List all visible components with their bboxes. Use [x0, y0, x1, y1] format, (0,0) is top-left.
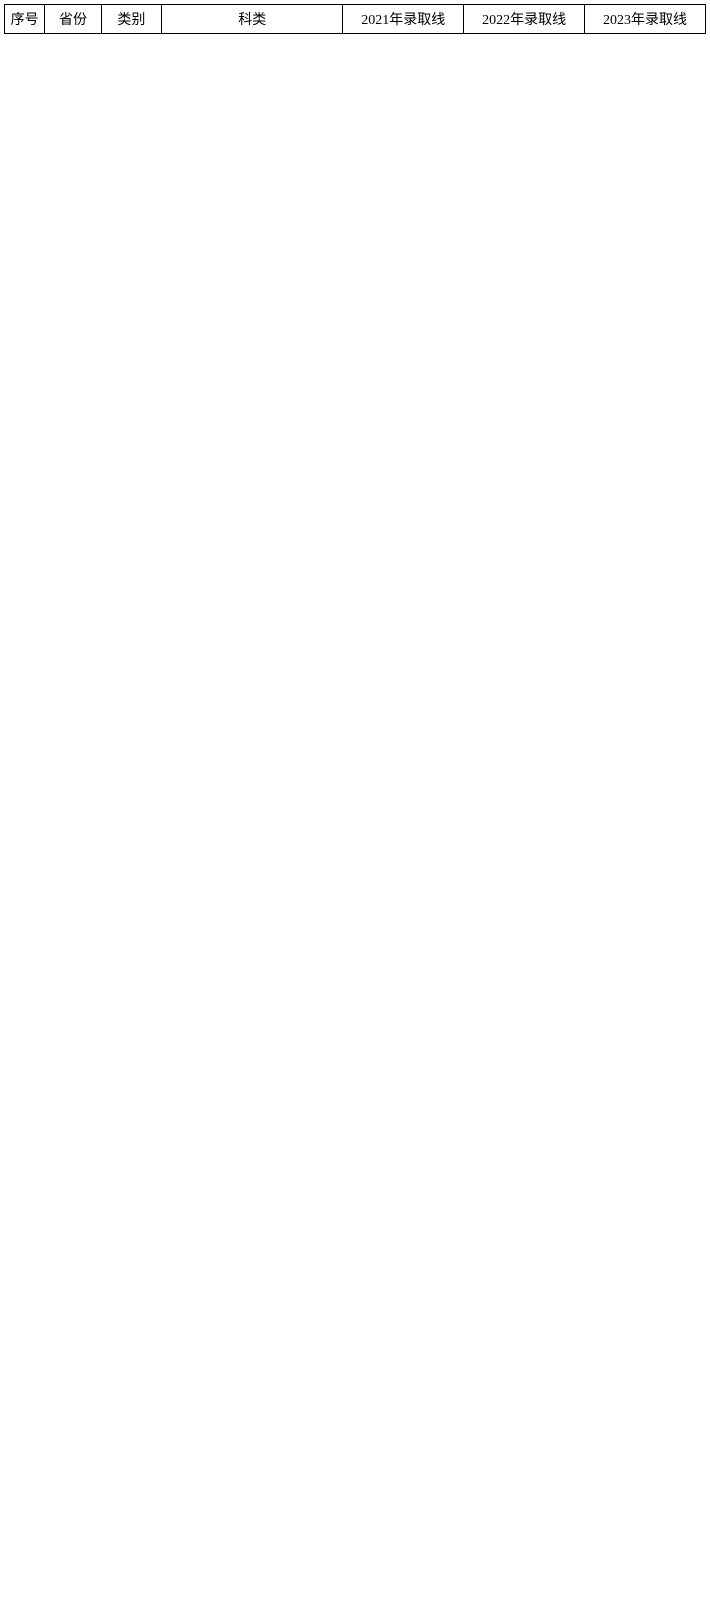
table-wrapper: 序号 省份 类别 科类 2021年录取线 2022年录取线 2023年录取线	[4, 4, 706, 34]
header-y2022: 2022年录取线	[464, 5, 585, 34]
admission-table: 序号 省份 类别 科类 2021年录取线 2022年录取线 2023年录取线	[4, 4, 706, 34]
header-subj: 科类	[162, 5, 343, 34]
header-y2021: 2021年录取线	[343, 5, 464, 34]
header-row: 序号 省份 类别 科类 2021年录取线 2022年录取线 2023年录取线	[5, 5, 706, 34]
header-cat: 类别	[101, 5, 161, 34]
header-prov: 省份	[45, 5, 101, 34]
header-y2023: 2023年录取线	[585, 5, 706, 34]
header-seq: 序号	[5, 5, 45, 34]
